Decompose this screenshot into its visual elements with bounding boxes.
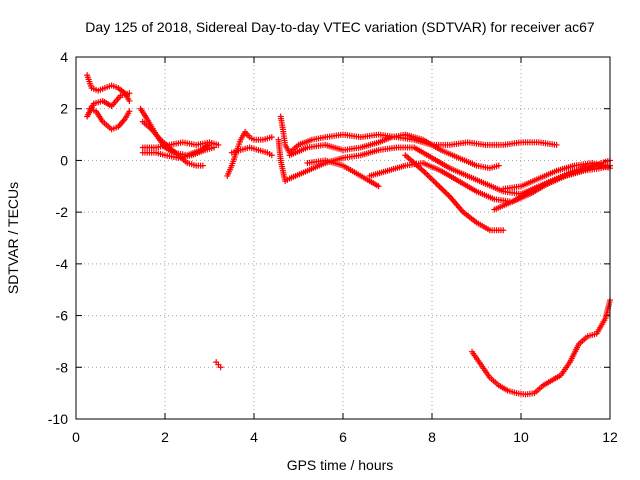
series-arc-3 [86, 105, 133, 133]
y-tick-label: 0 [60, 152, 68, 168]
y-tick-label: -10 [48, 411, 68, 427]
grid-layer [76, 57, 610, 419]
data-point [268, 152, 275, 159]
series-arc-6 [139, 139, 222, 151]
data-point [421, 169, 428, 176]
data-point [433, 180, 440, 187]
series-arc-15 [304, 157, 382, 190]
series-arc-9 [224, 128, 275, 179]
data-point [427, 174, 434, 181]
data-point [199, 162, 206, 169]
x-tick-label: 0 [72, 429, 80, 445]
data-point [217, 364, 224, 371]
data-point [126, 90, 133, 97]
series-arc-8 [213, 359, 224, 371]
data-point [210, 144, 217, 151]
series-arc-17 [402, 152, 507, 234]
x-tick-label: 4 [250, 429, 258, 445]
series-arc-10 [228, 144, 275, 159]
x-tick-label: 2 [161, 429, 169, 445]
data-point [430, 177, 437, 184]
x-tick-label: 6 [339, 429, 347, 445]
data-point [436, 183, 443, 190]
x-tick-label: 8 [428, 429, 436, 445]
x-axis-label: GPS time / hours [287, 457, 394, 473]
y-tick-label: 4 [60, 49, 68, 65]
data-point [553, 141, 560, 148]
data-point [423, 170, 430, 177]
data-point [429, 176, 435, 183]
data-point [439, 186, 446, 193]
point-layer [84, 72, 613, 398]
data-point [424, 172, 431, 179]
y-tick-label: 2 [60, 101, 68, 117]
data-point [495, 162, 502, 169]
data-point [440, 187, 447, 194]
y-axis-label: SDTVAR / TECUs [5, 182, 21, 294]
data-point [437, 185, 444, 192]
data-point [431, 179, 438, 186]
data-point [426, 173, 433, 180]
y-tick-label: -4 [56, 256, 69, 272]
data-point [375, 183, 382, 190]
data-point [445, 192, 452, 199]
series-arc-13 [286, 131, 502, 172]
series-arc-20 [469, 297, 613, 398]
series-arc-11 [275, 136, 293, 185]
data-point [443, 190, 450, 197]
data-point [126, 97, 133, 104]
data-point [500, 227, 507, 234]
data-point [268, 134, 275, 141]
y-tick-label: -6 [56, 308, 69, 324]
series-arc-1 [84, 72, 133, 104]
data-point [215, 141, 222, 148]
data-point [126, 108, 133, 115]
x-tick-label: 12 [602, 429, 618, 445]
x-tick-label: 10 [513, 429, 529, 445]
series-arc-7 [139, 144, 217, 161]
y-tick-label: -8 [56, 359, 69, 375]
chart-title: Day 125 of 2018, Sidereal Day-to-day VTE… [85, 19, 595, 35]
plot-frame [75, 56, 611, 420]
data-point [442, 189, 449, 196]
series-arc-19 [500, 160, 613, 192]
series-arc-2 [84, 90, 133, 120]
y-tick-label: -2 [56, 204, 69, 220]
data-point [434, 182, 441, 189]
